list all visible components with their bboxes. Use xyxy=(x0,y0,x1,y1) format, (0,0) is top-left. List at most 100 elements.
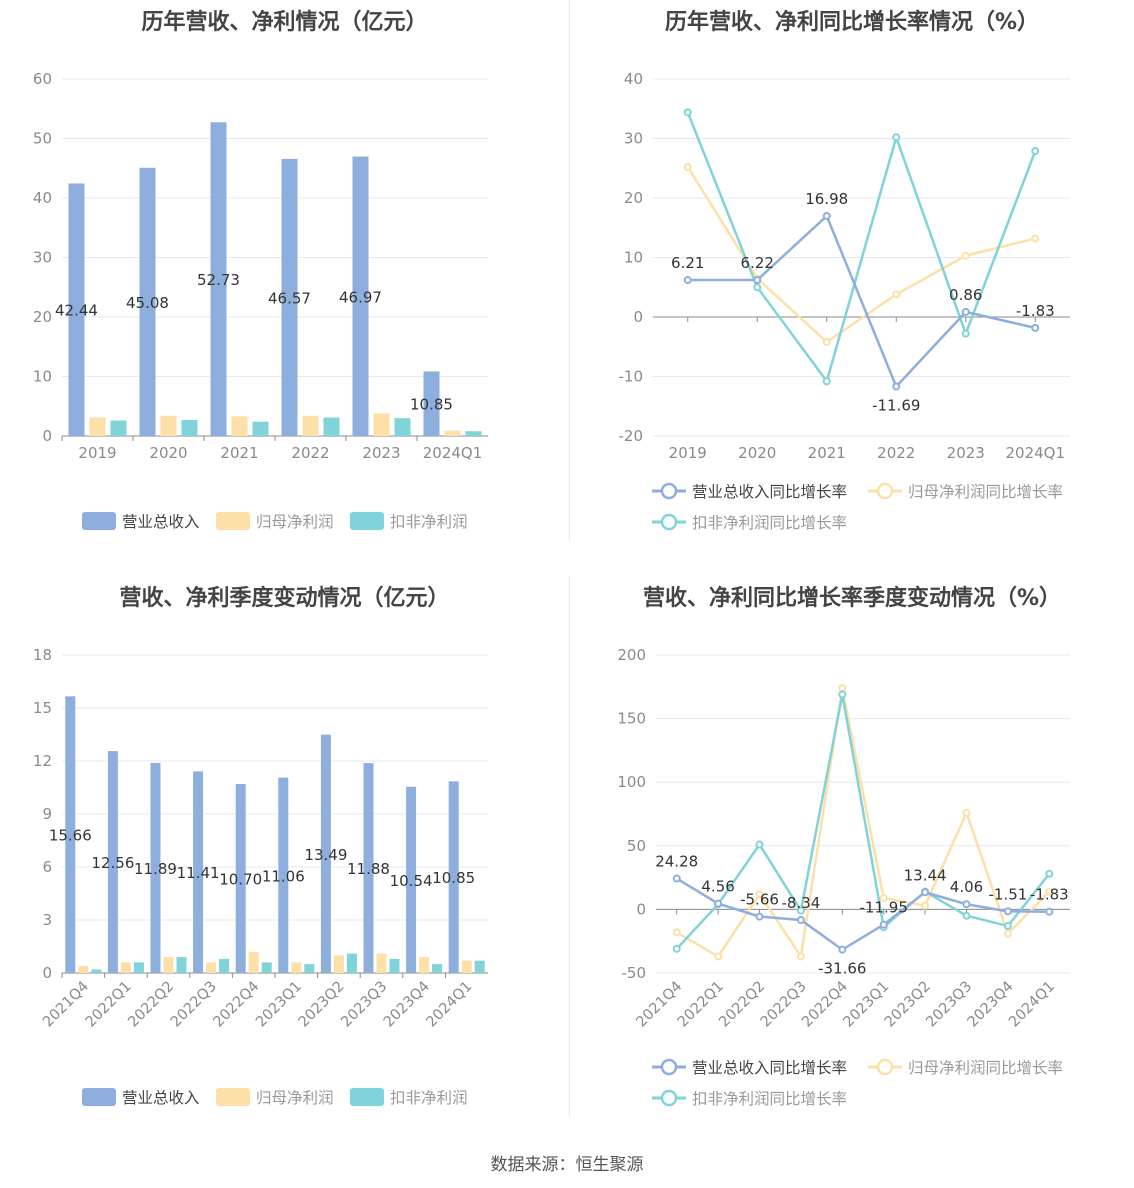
bar-2 xyxy=(304,964,315,973)
data-label: -5.66 xyxy=(740,891,779,909)
data-point-1 xyxy=(962,808,971,817)
y-tick-label: -20 xyxy=(619,427,644,445)
legend-label: 归母净利润同比增长率 xyxy=(908,483,1063,501)
legend-label: 归母净利润 xyxy=(256,513,334,531)
data-point-0 xyxy=(672,874,681,883)
data-label: 4.56 xyxy=(701,878,734,896)
data-label: 52.73 xyxy=(197,271,240,289)
data-point-0 xyxy=(962,900,971,909)
bar-1 xyxy=(444,430,461,436)
bar-2 xyxy=(261,962,272,973)
bar-2 xyxy=(432,964,443,973)
bar-1 xyxy=(333,955,344,973)
data-point-0 xyxy=(822,211,831,220)
data-label: 10.85 xyxy=(410,396,453,414)
vertical-divider xyxy=(569,0,570,540)
x-tick-label: 2021 xyxy=(808,444,846,462)
data-point-1 xyxy=(921,901,930,910)
data-point-2 xyxy=(755,840,764,849)
bar-0 xyxy=(107,751,118,973)
bar-1 xyxy=(376,953,387,973)
legend-label: 扣非净利润 xyxy=(390,513,468,531)
bar-1 xyxy=(291,962,302,973)
data-point-1 xyxy=(683,163,692,172)
x-tick-label: 2023 xyxy=(362,444,400,462)
x-tick-label: 2022 xyxy=(291,444,329,462)
bar-1 xyxy=(248,951,259,973)
vertical-divider xyxy=(569,576,570,1116)
series-line-1 xyxy=(676,687,1051,960)
x-tick-label: 2023Q4 xyxy=(381,979,433,1031)
bar-2 xyxy=(91,969,102,973)
data-label: 24.28 xyxy=(655,853,698,871)
data-label: 12.56 xyxy=(91,854,134,872)
bar-2 xyxy=(394,418,411,436)
bar-1 xyxy=(373,413,390,436)
bar-2 xyxy=(474,960,485,973)
y-tick-label: 50 xyxy=(627,837,646,855)
bar-1 xyxy=(231,416,248,436)
data-label: -1.83 xyxy=(1016,302,1055,320)
bar-0 xyxy=(150,762,161,973)
panel-annual-revenue-profit: 历年营收、净利情况（亿元） 0 10 20 30 40 50 60 2019 42.44 2020… xyxy=(0,0,569,560)
bar-1 xyxy=(419,957,430,973)
x-tick-label: 2024Q1 xyxy=(423,444,483,462)
data-label: 10.70 xyxy=(219,870,262,888)
legend-swatch xyxy=(82,1088,116,1106)
legend-marker xyxy=(660,482,678,500)
data-point-2 xyxy=(1031,146,1040,155)
x-tick-label: 2023 xyxy=(947,444,985,462)
panel-quarterly-growth: 营收、净利同比增长率季度变动情况（%） -50 0 50 100 150 200 2021Q… xyxy=(570,576,1134,1136)
bar-2 xyxy=(252,421,269,436)
data-point-2 xyxy=(838,690,847,699)
data-point-1 xyxy=(1031,234,1040,243)
y-tick-label: 30 xyxy=(624,130,643,148)
data-label: 46.97 xyxy=(339,288,382,306)
data-point-0 xyxy=(961,307,970,316)
legend-label: 营业总收入同比增长率 xyxy=(692,483,847,501)
y-tick-label: 3 xyxy=(42,911,52,929)
legend-swatch xyxy=(350,512,384,530)
bar-0 xyxy=(68,183,85,436)
bar-2 xyxy=(323,417,340,436)
bar-0 xyxy=(65,696,76,973)
data-point-0 xyxy=(1031,323,1040,332)
bar-2 xyxy=(181,419,198,436)
y-tick-label: 0 xyxy=(633,308,643,326)
bar-1 xyxy=(302,415,319,436)
bar-0 xyxy=(320,734,331,973)
data-point-0 xyxy=(838,945,847,954)
bar-0 xyxy=(363,763,374,973)
panel-quarterly-revenue-profit: 营收、净利季度变动情况（亿元） 0 3 6 9 12 15 18 2021Q4 15.66 202… xyxy=(0,576,569,1136)
y-tick-label: 40 xyxy=(33,189,52,207)
data-point-1 xyxy=(961,251,970,260)
y-tick-label: -50 xyxy=(622,964,647,982)
data-point-2 xyxy=(683,108,692,117)
bar-2 xyxy=(176,957,187,973)
y-tick-label: 12 xyxy=(33,752,52,770)
x-tick-label: 2019 xyxy=(669,444,707,462)
data-point-0 xyxy=(892,382,901,391)
y-tick-label: 18 xyxy=(33,646,52,664)
legend-label: 扣非净利润 xyxy=(390,1089,468,1107)
data-point-1 xyxy=(838,684,847,693)
x-tick-label: 2021Q4 xyxy=(40,979,92,1031)
y-tick-label: 20 xyxy=(624,189,643,207)
x-tick-label: 2023Q3 xyxy=(338,979,390,1031)
legend-marker xyxy=(876,482,894,500)
bar-2 xyxy=(110,420,127,436)
series-line-2 xyxy=(675,694,1051,950)
data-label: 11.88 xyxy=(347,860,390,878)
data-label: 6.21 xyxy=(671,254,704,272)
data-source-note: 数据来源：恒生聚源 xyxy=(490,1155,644,1175)
quarterly-growth-line-chart: -500501001502002021Q42022Q12022Q22022Q32… xyxy=(617,646,1070,1108)
data-point-2 xyxy=(892,133,901,142)
legend-marker xyxy=(660,1089,678,1107)
bar-1 xyxy=(461,960,472,973)
data-point-1 xyxy=(822,337,831,346)
x-tick-label: 2022Q3 xyxy=(168,979,220,1031)
y-tick-label: 6 xyxy=(42,858,52,876)
y-tick-label: 9 xyxy=(42,805,52,823)
bar-0 xyxy=(210,122,227,436)
bar-2 xyxy=(133,962,144,973)
